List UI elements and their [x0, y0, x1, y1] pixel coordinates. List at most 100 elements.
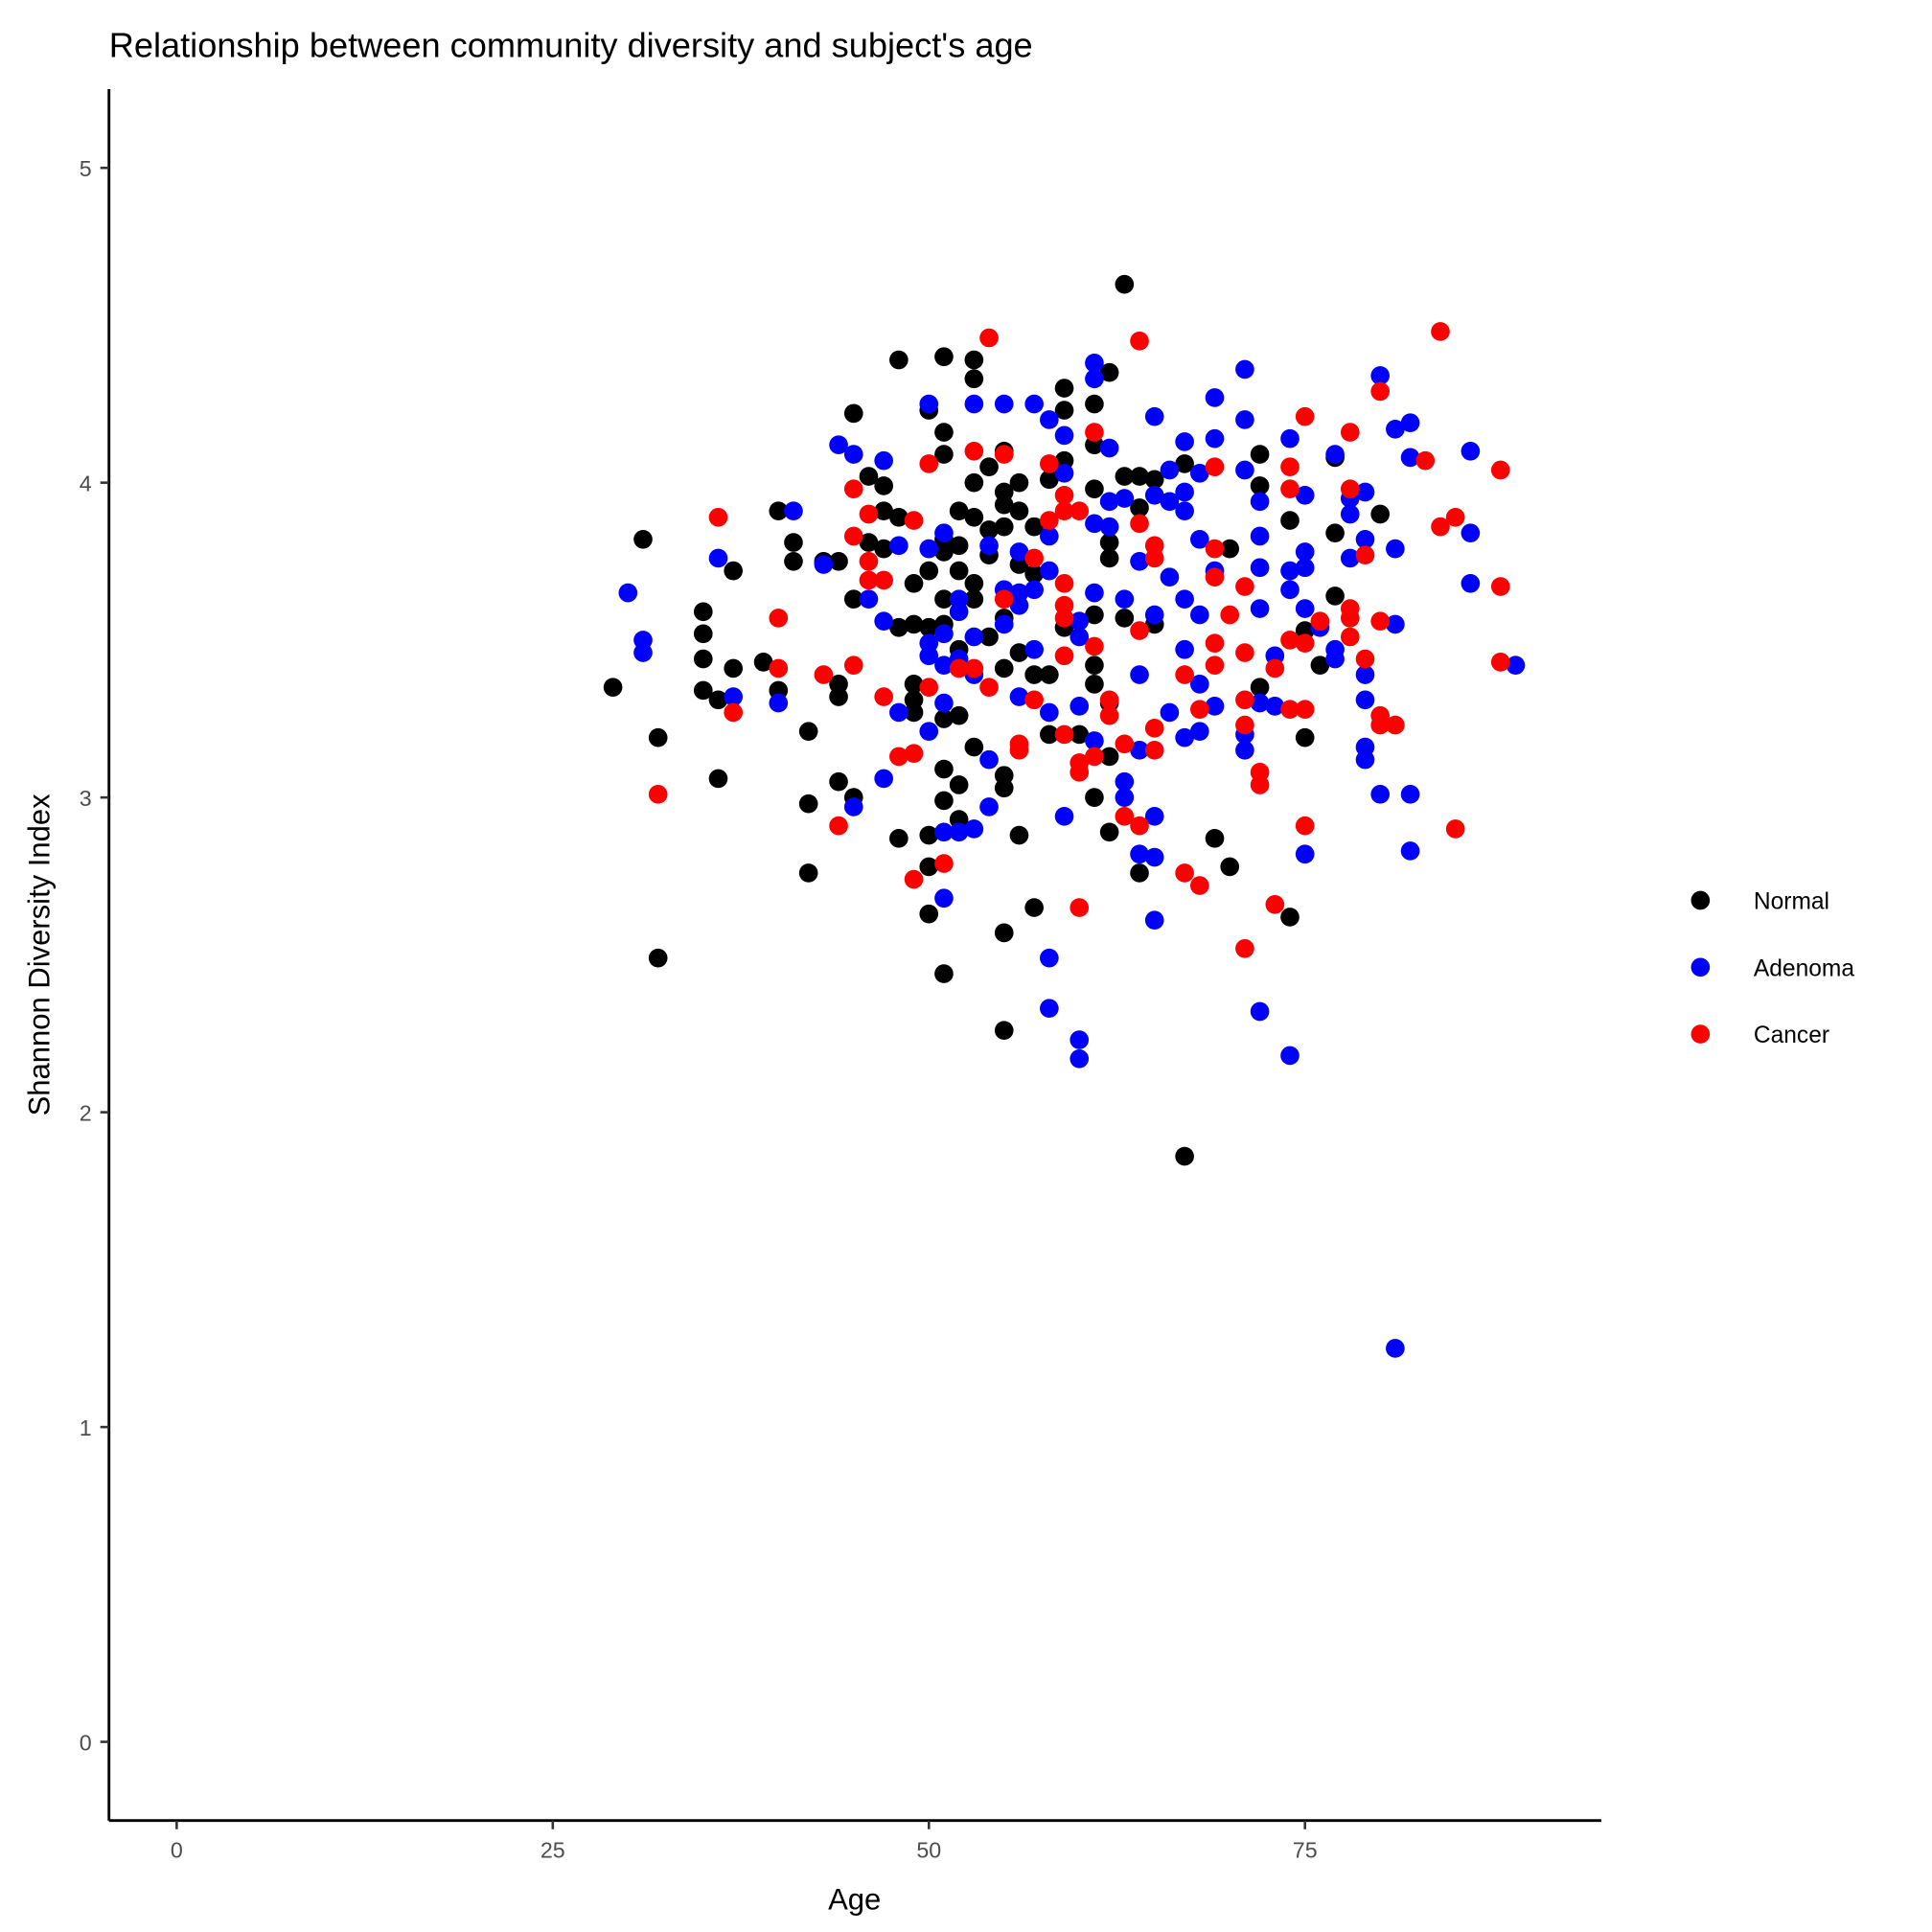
data-point [1280, 457, 1300, 477]
data-point [1070, 611, 1090, 632]
data-point [904, 675, 924, 694]
y-ticks: 0 1 2 3 4 5 [80, 156, 109, 1756]
data-point [708, 690, 728, 710]
data-point [889, 702, 908, 723]
points-layer [603, 274, 1526, 1358]
data-point [1235, 690, 1254, 710]
data-point [1220, 605, 1240, 625]
data-point [1370, 785, 1391, 804]
data-point [843, 403, 863, 424]
data-point [1189, 722, 1209, 741]
data-point [1024, 690, 1044, 710]
data-point [874, 539, 893, 559]
data-point [843, 479, 863, 499]
data-point [648, 948, 668, 968]
data-point [1189, 876, 1209, 895]
data-point [964, 658, 984, 678]
data-point [919, 646, 939, 666]
data-point [919, 454, 939, 473]
data-point [1040, 410, 1059, 429]
data-point [1340, 609, 1360, 628]
data-point [1205, 697, 1225, 716]
data-point [1295, 700, 1315, 719]
data-point [1325, 445, 1345, 464]
data-point [1355, 545, 1375, 565]
data-point [889, 829, 908, 848]
data-point [1325, 523, 1345, 543]
data-point [769, 658, 789, 678]
series-adenoma [618, 354, 1526, 1358]
data-point [889, 747, 908, 767]
data-point [1085, 675, 1104, 694]
data-point [1355, 737, 1375, 757]
x-tick-label: 50 [916, 1837, 941, 1862]
data-point [904, 702, 924, 723]
data-point [934, 888, 954, 908]
data-point [1085, 747, 1104, 767]
data-point [1175, 482, 1194, 502]
data-point [1355, 690, 1375, 710]
data-point [1115, 489, 1135, 508]
data-point [1115, 788, 1135, 807]
data-point [904, 744, 924, 763]
data-point [874, 450, 893, 471]
data-point [1175, 665, 1194, 684]
data-point [693, 624, 713, 644]
data-point [1054, 426, 1074, 446]
data-point [1295, 558, 1315, 578]
data-point [949, 536, 969, 556]
data-point [1370, 366, 1391, 385]
data-point [964, 507, 984, 527]
data-point [1040, 948, 1059, 968]
data-point [1085, 369, 1104, 389]
data-point [784, 551, 803, 571]
data-point [889, 617, 908, 637]
data-point [949, 602, 969, 622]
data-point [1205, 567, 1225, 587]
data-point [979, 749, 999, 770]
data-point [1009, 741, 1029, 760]
data-point [934, 423, 954, 442]
data-point [769, 501, 789, 521]
data-point [829, 816, 848, 836]
data-point [1144, 847, 1164, 867]
data-point [829, 771, 848, 792]
data-point [1250, 693, 1270, 713]
data-point [1040, 724, 1059, 745]
data-point [1070, 501, 1090, 521]
data-point [919, 539, 939, 559]
data-point [964, 350, 984, 370]
data-point [964, 394, 984, 414]
data-point [874, 611, 893, 632]
data-point [994, 1021, 1014, 1041]
data-point [1070, 697, 1090, 716]
data-point [784, 533, 803, 552]
data-point [1070, 627, 1090, 647]
legend-label: Cancer [1754, 1023, 1829, 1048]
data-point [1130, 467, 1149, 486]
data-point [889, 536, 908, 556]
data-point [708, 769, 728, 789]
data-point [1205, 457, 1225, 477]
data-point [1144, 910, 1164, 931]
data-point [1265, 697, 1285, 716]
data-point [1115, 771, 1135, 792]
data-point [934, 791, 954, 811]
data-point [1250, 526, 1270, 546]
data-point [934, 854, 954, 873]
data-point [1355, 482, 1375, 502]
data-point [1280, 428, 1300, 448]
data-point [949, 705, 969, 725]
data-point [1130, 332, 1149, 351]
data-point [1235, 359, 1254, 380]
data-point [994, 494, 1014, 515]
data-point [1024, 394, 1044, 414]
data-point [1144, 719, 1164, 738]
data-point [1144, 406, 1164, 426]
data-point [964, 627, 984, 647]
legend-label: Normal [1754, 889, 1829, 915]
data-point [859, 551, 879, 571]
y-tick-label: 4 [80, 472, 92, 496]
data-point [829, 435, 848, 455]
data-point [1295, 844, 1315, 864]
